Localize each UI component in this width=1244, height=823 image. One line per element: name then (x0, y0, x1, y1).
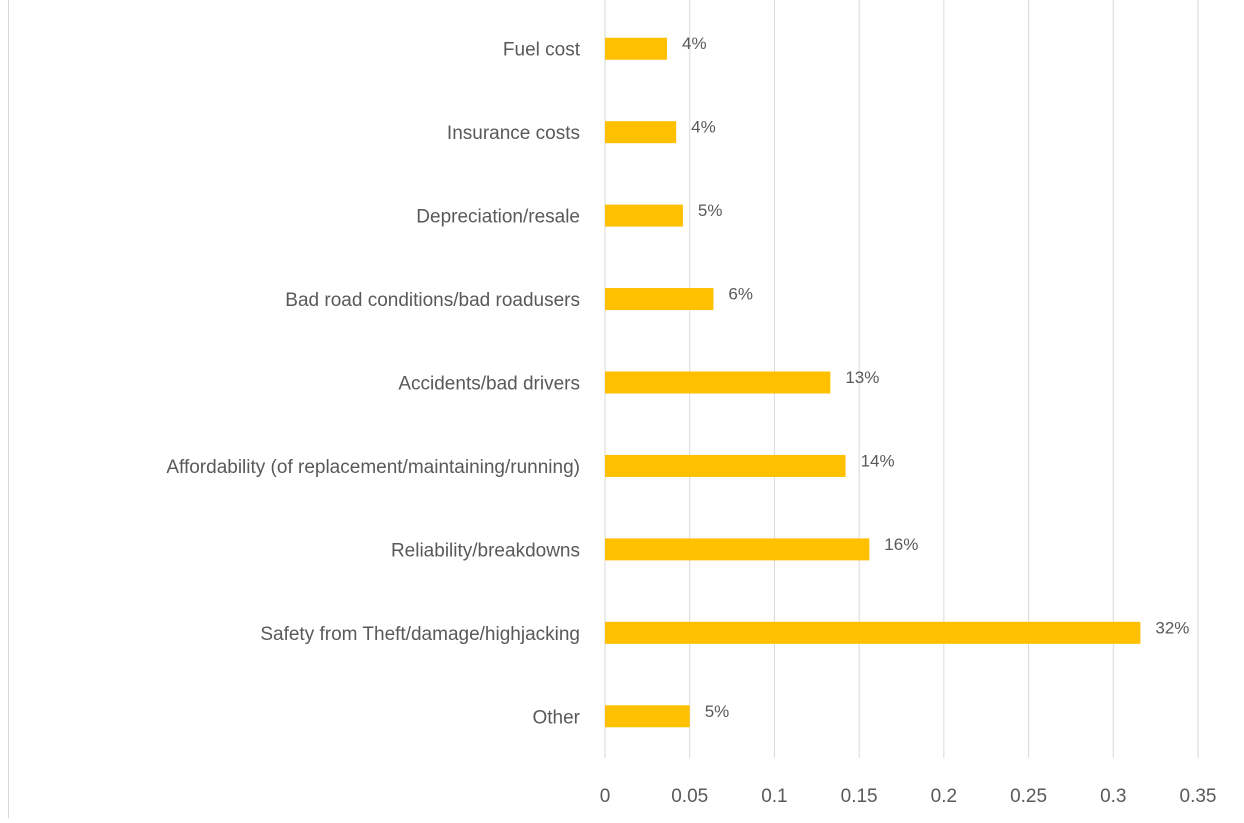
x-tick-label: 0.3 (1100, 786, 1126, 807)
value-label: 14% (861, 451, 895, 470)
bar (605, 288, 714, 311)
bar (605, 121, 677, 144)
value-label: 4% (691, 118, 716, 137)
category-label: Reliability/breakdowns (391, 540, 580, 561)
bar (605, 538, 870, 561)
value-label: 13% (845, 368, 879, 387)
bar (605, 705, 690, 728)
value-label: 32% (1155, 618, 1189, 637)
category-label: Bad road conditions/bad roadusers (285, 290, 580, 311)
category-label: Insurance costs (447, 123, 580, 144)
value-label: 6% (728, 285, 753, 304)
x-tick-label: 0.2 (931, 786, 957, 807)
category-label: Fuel cost (503, 40, 581, 61)
bar (605, 37, 668, 60)
bar (605, 204, 683, 227)
category-label: Affordability (of replacement/maintainin… (166, 457, 580, 478)
bar (605, 454, 846, 477)
bar (605, 371, 831, 394)
value-label: 5% (705, 702, 730, 721)
value-label: 4% (682, 34, 707, 53)
x-tick-label: 0 (600, 786, 611, 807)
x-tick-label: 0.05 (671, 786, 708, 807)
category-label: Accidents/bad drivers (398, 374, 580, 395)
x-tick-label: 0.15 (841, 786, 878, 807)
value-label: 16% (884, 535, 918, 554)
category-label: Safety from Theft/damage/highjacking (260, 624, 580, 645)
x-tick-label: 0.25 (1010, 786, 1047, 807)
bar (605, 621, 1141, 644)
value-label: 5% (698, 201, 723, 220)
category-label: Depreciation/resale (416, 207, 580, 228)
x-tick-label: 0.35 (1180, 786, 1217, 807)
x-tick-label: 0.1 (761, 786, 787, 807)
category-label: Other (532, 707, 580, 728)
